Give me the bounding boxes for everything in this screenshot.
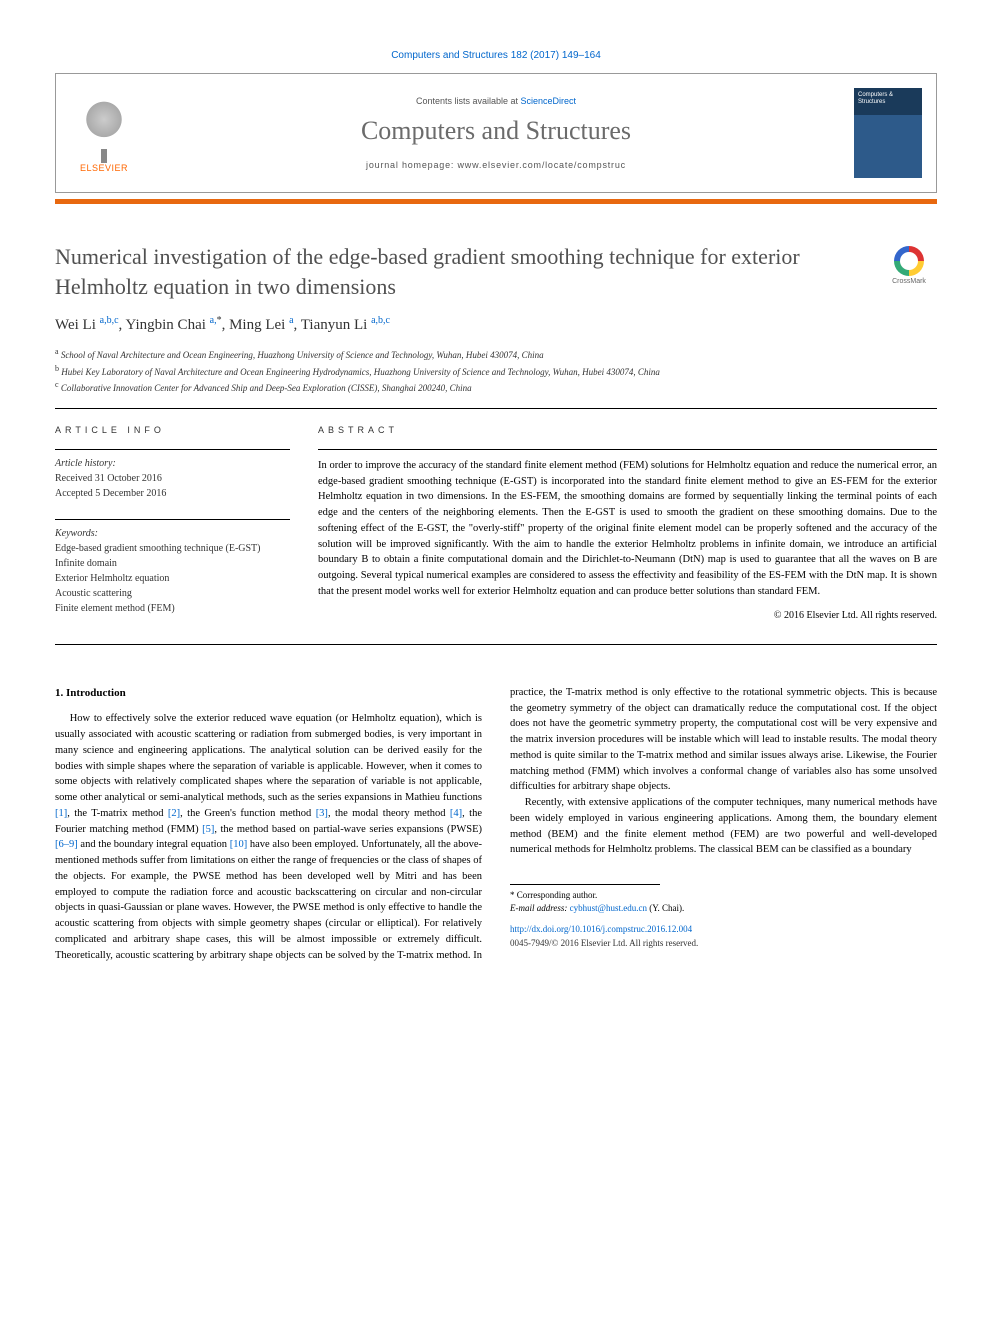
article-history: Article history: Received 31 October 201…: [55, 449, 290, 501]
aff-text-a: School of Naval Architecture and Ocean E…: [61, 350, 544, 360]
doi-link[interactable]: http://dx.doi.org/10.1016/j.compstruc.20…: [510, 924, 692, 934]
keyword-2: Exterior Helmholtz equation: [55, 573, 169, 584]
journal-name: Computers and Structures: [138, 116, 854, 146]
affiliation-a: a School of Naval Architecture and Ocean…: [55, 346, 937, 363]
homepage-prefix: journal homepage:: [366, 160, 457, 170]
journal-homepage: journal homepage: www.elsevier.com/locat…: [138, 160, 854, 170]
article-title: Numerical investigation of the edge-base…: [55, 242, 861, 301]
article-info-label: ARTICLE INFO: [55, 425, 290, 435]
author-0-aff: a,b,c: [100, 315, 119, 326]
crossmark-icon: [894, 246, 924, 276]
keyword-4: Finite element method (FEM): [55, 603, 175, 614]
aff-key-b: b: [55, 364, 59, 373]
section-heading-introduction: 1. Introduction: [55, 685, 482, 702]
elsevier-logo: ELSEVIER: [70, 93, 138, 173]
cover-title: Computers & Structures: [858, 92, 918, 105]
homepage-url[interactable]: www.elsevier.com/locate/compstruc: [458, 160, 626, 170]
elsevier-wordmark: ELSEVIER: [80, 163, 128, 173]
intro-paragraph-2: Recently, with extensive applications of…: [510, 795, 937, 858]
author-1: Yingbin Chai: [125, 317, 205, 333]
contents-prefix: Contents lists available at: [416, 96, 521, 106]
author-3-aff: a,b,c: [371, 315, 390, 326]
author-0: Wei Li: [55, 317, 96, 333]
author-2: Ming Lei: [229, 317, 285, 333]
corresponding-label: * Corresponding author.: [510, 889, 937, 902]
crossmark-label: CrossMark: [892, 278, 926, 285]
elsevier-tree-icon: [76, 97, 132, 153]
affiliation-b: b Hubei Key Laboratory of Naval Architec…: [55, 363, 937, 380]
keyword-1: Infinite domain: [55, 558, 117, 569]
abstract-text: In order to improve the accuracy of the …: [318, 458, 937, 600]
keywords-block: Keywords: Edge-based gradient smoothing …: [55, 519, 290, 616]
keyword-3: Acoustic scattering: [55, 588, 132, 599]
contents-available-line: Contents lists available at ScienceDirec…: [138, 96, 854, 106]
footnote-rule: [510, 884, 660, 885]
author-list: Wei Li a,b,c, Yingbin Chai a,*, Ming Lei…: [55, 315, 937, 334]
abstract-label: ABSTRACT: [318, 425, 937, 435]
keywords-label: Keywords:: [55, 528, 98, 539]
journal-cover-thumbnail: Computers & Structures: [854, 88, 922, 178]
corresponding-email[interactable]: cybhust@hust.edu.cn: [570, 903, 647, 913]
crossmark-badge[interactable]: CrossMark: [881, 246, 937, 285]
accepted-date: Accepted 5 December 2016: [55, 488, 166, 499]
aff-key-a: a: [55, 347, 59, 356]
affiliations: a School of Naval Architecture and Ocean…: [55, 346, 937, 396]
issn-copyright: 0045-7949/© 2016 Elsevier Ltd. All right…: [510, 937, 937, 951]
abstract-copyright: © 2016 Elsevier Ltd. All rights reserved…: [318, 610, 937, 621]
author-3: Tianyun Li: [301, 317, 368, 333]
journal-header: ELSEVIER Contents lists available at Sci…: [55, 73, 937, 193]
email-person: (Y. Chai).: [649, 903, 684, 913]
aff-key-c: c: [55, 380, 59, 389]
keyword-0: Edge-based gradient smoothing technique …: [55, 543, 261, 554]
divider: [55, 644, 937, 645]
sciencedirect-link[interactable]: ScienceDirect: [521, 96, 577, 106]
article-body: 1. Introduction How to effectively solve…: [55, 685, 937, 964]
author-1-aff: a,*: [210, 315, 222, 326]
author-2-aff: a: [289, 315, 293, 326]
aff-text-c: Collaborative Innovation Center for Adva…: [61, 383, 472, 393]
aff-text-b: Hubei Key Laboratory of Naval Architectu…: [61, 367, 660, 377]
corresponding-author-footnote: * Corresponding author. E-mail address: …: [510, 884, 937, 915]
received-date: Received 31 October 2016: [55, 473, 162, 484]
affiliation-c: c Collaborative Innovation Center for Ad…: [55, 379, 937, 396]
orange-divider-bar: [55, 199, 937, 204]
email-label: E-mail address:: [510, 903, 567, 913]
divider: [55, 408, 937, 409]
journal-reference: Computers and Structures 182 (2017) 149–…: [55, 50, 937, 61]
history-label: Article history:: [55, 458, 116, 469]
